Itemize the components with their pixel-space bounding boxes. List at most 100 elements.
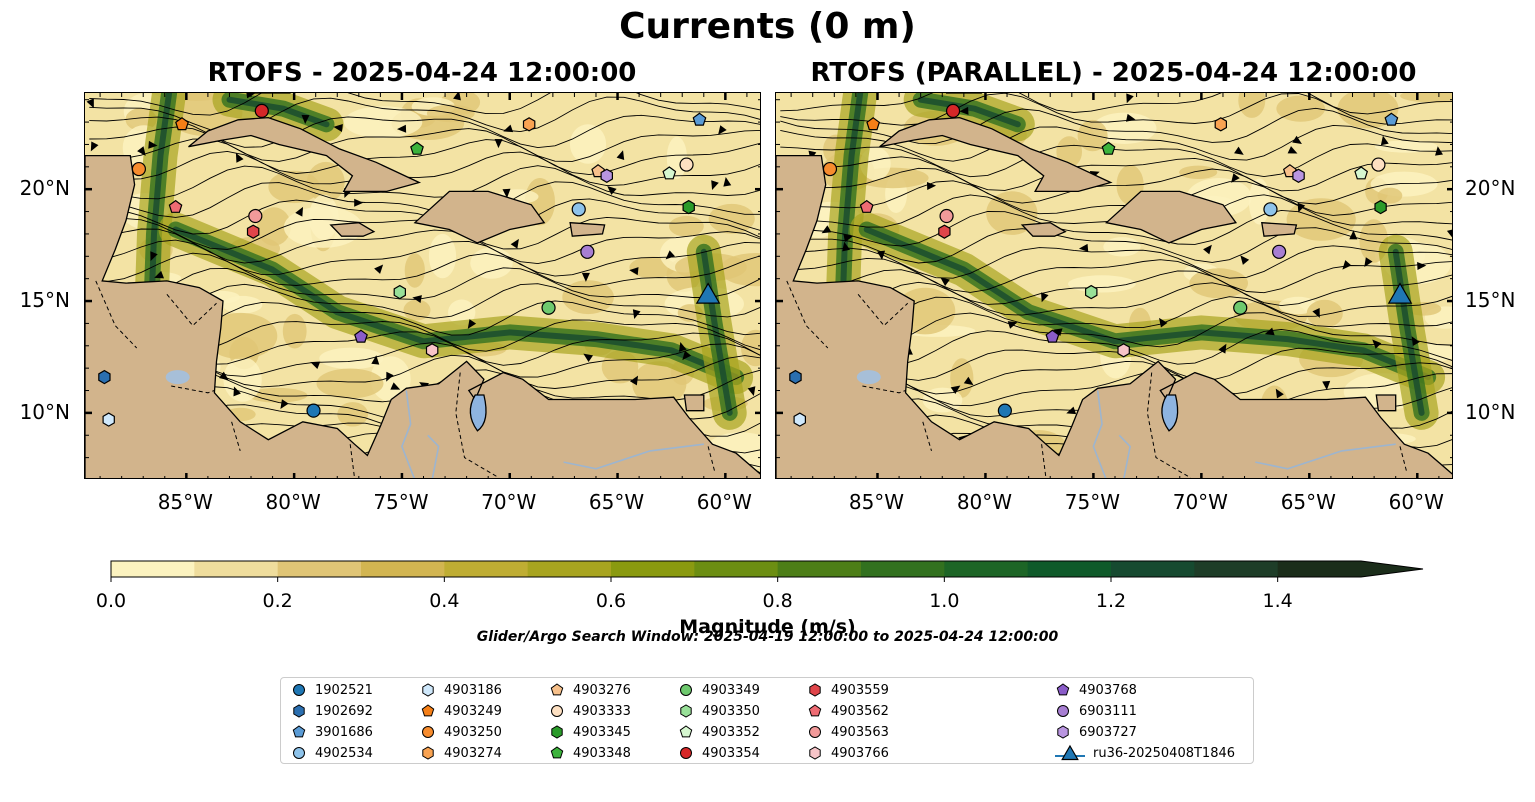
legend-label: 1902692 <box>315 703 373 719</box>
legend-marker-icon <box>550 683 564 696</box>
platform-marker-4903768[interactable] <box>354 329 368 343</box>
legend-label: 4903250 <box>444 724 502 740</box>
platform-marker-4903250[interactable] <box>131 161 147 177</box>
colorbar-tick-label: 0.0 <box>95 590 127 612</box>
legend-entry-6903727[interactable]: 6903727 <box>1055 722 1137 742</box>
legend-entry-4903345[interactable]: 4903345 <box>549 722 631 742</box>
platform-marker-4903559[interactable] <box>246 224 260 239</box>
legend-entry-4903333[interactable]: 4903333 <box>549 701 631 721</box>
platform-marker-4903333[interactable] <box>1371 157 1386 172</box>
lon-tick-label: 70°W <box>1172 490 1228 514</box>
legend-entry-4902534[interactable]: 4902534 <box>291 743 373 763</box>
platform-marker-4903333[interactable] <box>679 157 694 172</box>
platform-marker-6903111[interactable] <box>580 244 595 259</box>
lon-tick-label: 80°W <box>265 490 321 514</box>
platform-marker-4903768[interactable] <box>1045 329 1060 343</box>
legend-entry-4903250[interactable]: 4903250 <box>420 722 502 742</box>
platform-marker-4903563[interactable] <box>939 208 954 224</box>
platform-marker-4903349[interactable] <box>541 300 556 315</box>
platform-marker-ru36-20250408T1846[interactable] <box>1387 282 1413 304</box>
platform-marker-4903350[interactable] <box>393 284 406 300</box>
platform-marker-4903274[interactable] <box>522 117 536 132</box>
platform-marker-6903111[interactable] <box>1272 244 1287 259</box>
platform-marker-4903559[interactable] <box>938 224 951 239</box>
platform-marker-4903348[interactable] <box>1101 141 1116 155</box>
legend-entry-4903354[interactable]: 4903354 <box>678 743 760 763</box>
platform-marker-1902692[interactable] <box>98 369 111 385</box>
legend-entry-3901686[interactable]: 3901686 <box>291 722 373 742</box>
colorbar-tick-label: 0.4 <box>429 590 460 612</box>
platform-marker-4903345[interactable] <box>1374 199 1387 215</box>
platform-marker-4902534[interactable] <box>571 202 586 217</box>
platform-marker-4903354[interactable] <box>254 103 269 118</box>
platform-marker-4903766[interactable] <box>1117 343 1130 358</box>
legend-entry-4903249[interactable]: 4903249 <box>420 701 502 721</box>
legend-entry-4903186[interactable]: 4903186 <box>420 680 502 700</box>
legend-entry-6903111[interactable]: 6903111 <box>1055 701 1137 721</box>
lon-tick-label: 80°W <box>956 490 1013 514</box>
legend-entry-ru36-20250408T1846[interactable]: ru36-20250408T1846 <box>1055 743 1235 763</box>
legend-entry-1902521[interactable]: 1902521 <box>291 680 373 700</box>
legend-label: 4903352 <box>702 724 760 740</box>
legend-marker-icon <box>551 705 563 717</box>
platform-marker-4903186[interactable] <box>793 412 806 427</box>
right-panel-title: RTOFS (PARALLEL) - 2025-04-24 12:00:00 <box>810 58 1417 88</box>
platform-marker-4903250[interactable] <box>822 161 838 177</box>
legend-entry-4903350[interactable]: 4903350 <box>678 701 760 721</box>
platform-marker-4903562[interactable] <box>859 199 874 213</box>
platform-marker-1902521[interactable] <box>997 403 1012 418</box>
colorbar-tick-label: 0.6 <box>595 590 627 612</box>
platform-marker-4903562[interactable] <box>168 199 183 213</box>
lat-tick-label: 20°N <box>19 176 70 201</box>
legend-marker-icon <box>422 746 434 760</box>
platform-marker-4903249[interactable] <box>175 117 189 131</box>
platform-marker-6903727[interactable] <box>600 168 614 183</box>
legend-entry-4903348[interactable]: 4903348 <box>549 743 631 763</box>
platform-marker-4903274[interactable] <box>1214 117 1227 132</box>
platform-marker-4902534[interactable] <box>1263 202 1278 217</box>
colorbar-tick-label: 1.0 <box>929 590 960 612</box>
legend-entry-4903766[interactable]: 4903766 <box>807 743 889 763</box>
legend-entry-4903768[interactable]: 4903768 <box>1055 680 1137 700</box>
platform-marker-4903352[interactable] <box>1354 166 1369 180</box>
platform-marker-6903727[interactable] <box>1292 168 1305 183</box>
platform-marker-4903348[interactable] <box>410 141 424 155</box>
legend-marker-icon <box>679 725 693 738</box>
platform-marker-4903352[interactable] <box>662 166 677 180</box>
platform-marker-1902692[interactable] <box>789 369 802 385</box>
platform-marker-4903563[interactable] <box>248 208 263 224</box>
legend-entry-4903274[interactable]: 4903274 <box>420 743 502 763</box>
legend-marker-icon <box>293 684 305 696</box>
platform-marker-4903249[interactable] <box>866 117 881 131</box>
colorbar-tick-label: 0.2 <box>262 590 293 612</box>
platform-marker-3901686[interactable] <box>1384 112 1399 126</box>
legend-entry-4903276[interactable]: 4903276 <box>549 680 631 700</box>
legend-label: 4903350 <box>702 703 760 719</box>
map-panel-rtofs-parallel[interactable] <box>775 92 1453 479</box>
lat-tick-label: 15°N <box>1465 288 1516 313</box>
platform-marker-ru36-20250408T1846[interactable] <box>695 282 721 304</box>
legend-entry-4903562[interactable]: 4903562 <box>807 701 889 721</box>
platform-marker-4903766[interactable] <box>425 343 439 358</box>
platform-marker-4903354[interactable] <box>945 103 961 118</box>
current-magnitude-map <box>776 93 1452 478</box>
platform-marker-4903349[interactable] <box>1233 300 1248 315</box>
legend-label: 4903562 <box>831 703 889 719</box>
legend-label: 6903111 <box>1079 703 1137 719</box>
lon-tick-label: 75°W <box>373 490 429 514</box>
platform-marker-1902521[interactable] <box>306 403 321 418</box>
figure-title: Currents (0 m) <box>619 6 916 47</box>
platform-marker-3901686[interactable] <box>692 112 707 126</box>
legend-entry-4903559[interactable]: 4903559 <box>807 680 889 700</box>
legend-entry-1902692[interactable]: 1902692 <box>291 701 373 721</box>
platform-marker-4903350[interactable] <box>1085 284 1098 300</box>
platform-marker-4903186[interactable] <box>102 412 115 427</box>
lon-tick-label: 70°W <box>481 490 537 514</box>
legend-label: 3901686 <box>315 724 373 740</box>
legend-entry-4903352[interactable]: 4903352 <box>678 722 760 742</box>
legend-entry-4903563[interactable]: 4903563 <box>807 722 889 742</box>
legend-entry-4903349[interactable]: 4903349 <box>678 680 760 700</box>
map-panel-rtofs[interactable] <box>84 92 761 479</box>
legend-marker-icon <box>550 746 564 759</box>
platform-marker-4903345[interactable] <box>682 199 695 215</box>
